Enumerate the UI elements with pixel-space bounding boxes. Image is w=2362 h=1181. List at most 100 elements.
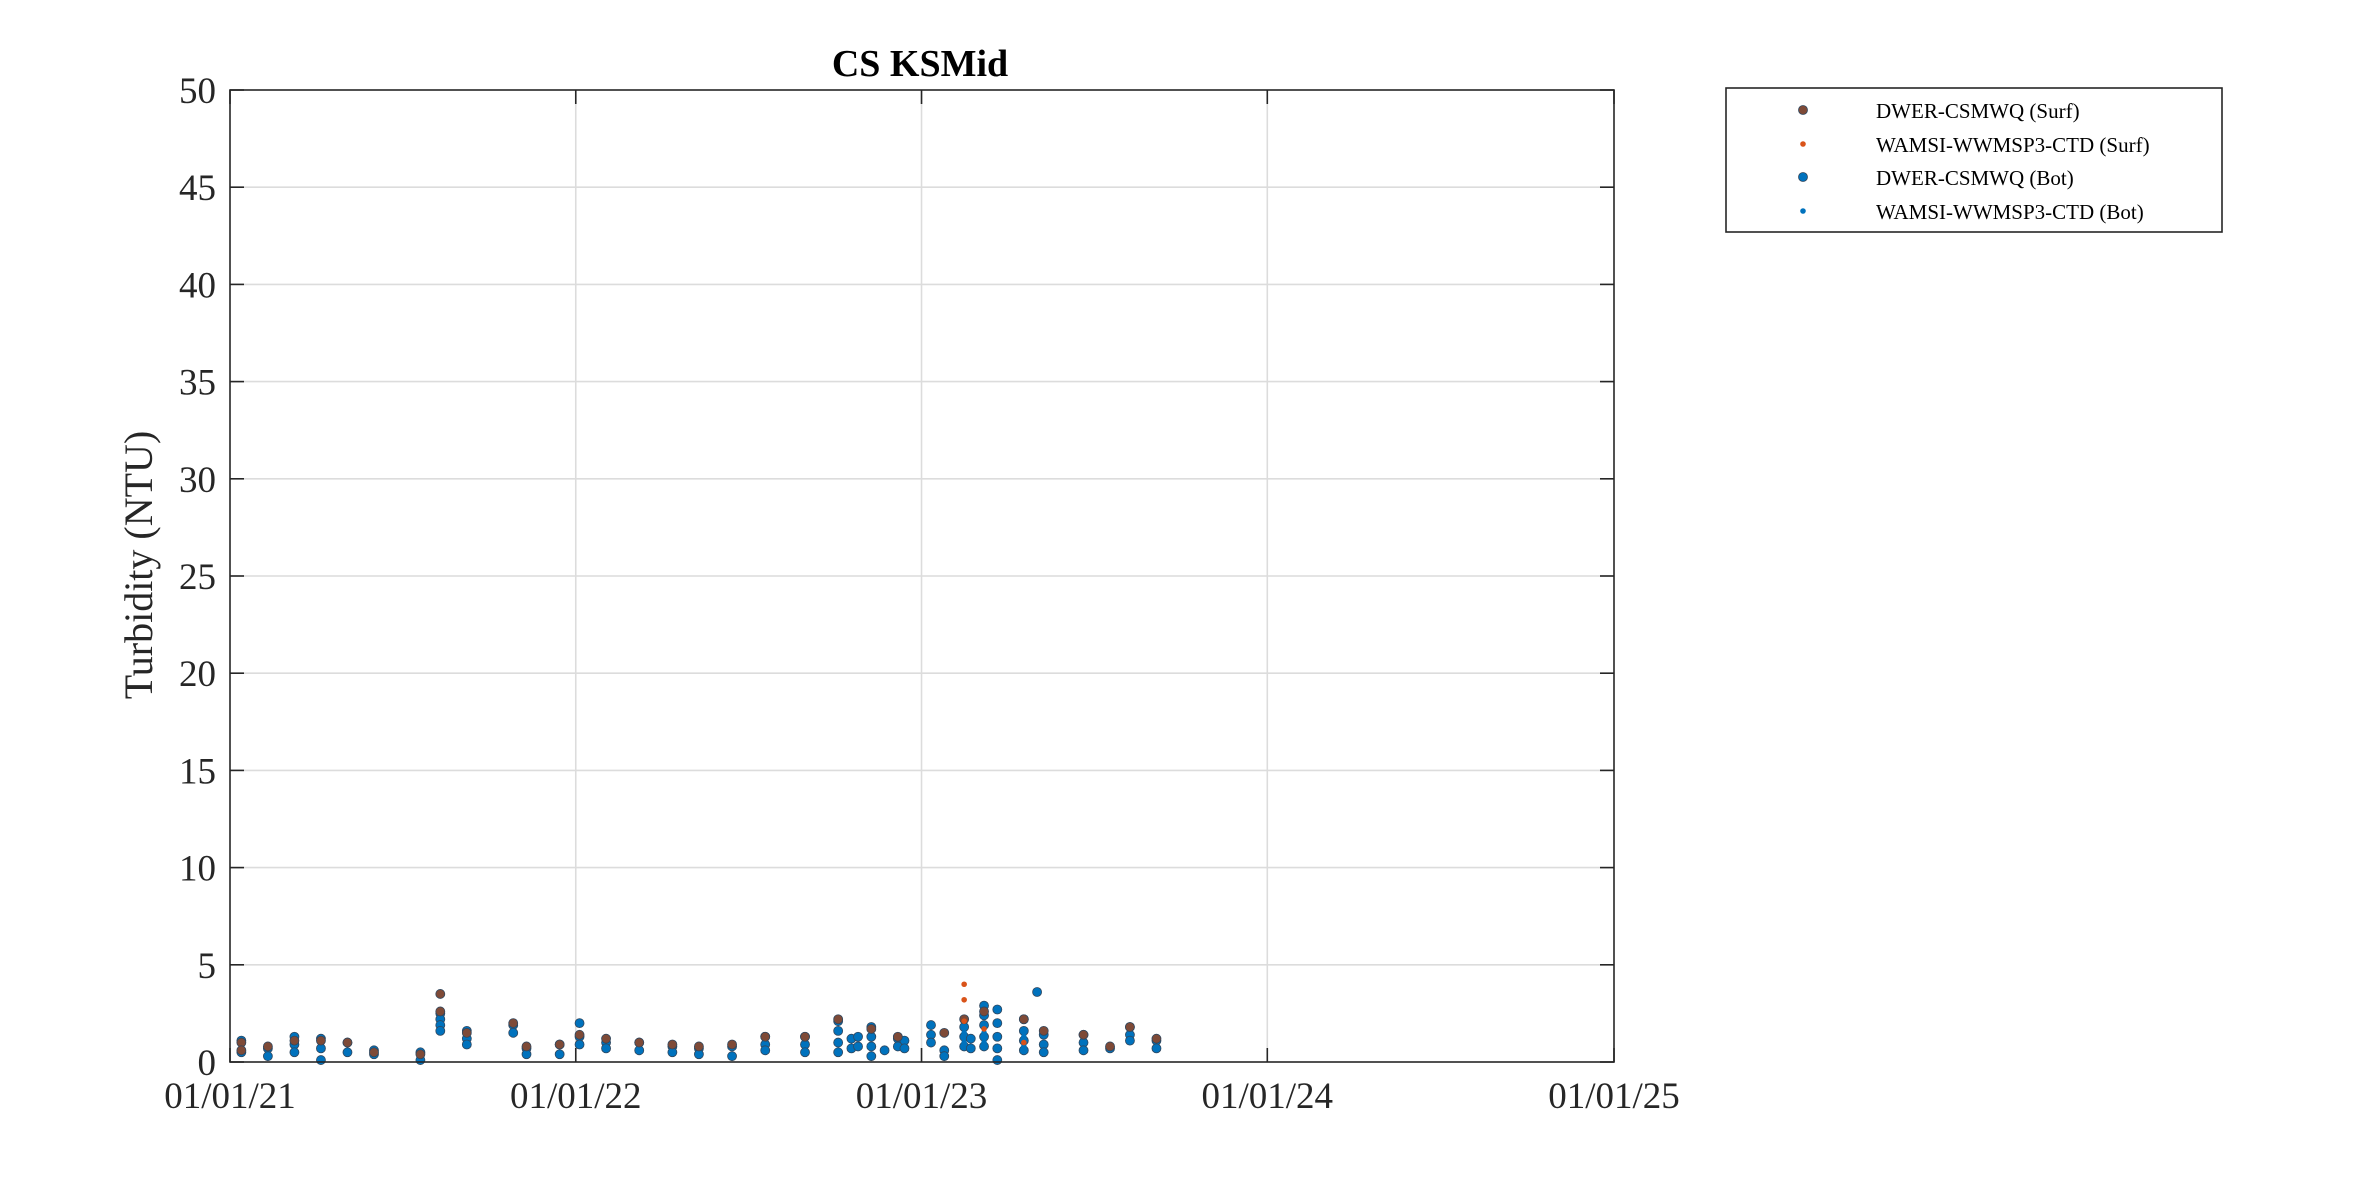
data-point — [554, 1049, 565, 1060]
data-point — [939, 1051, 950, 1062]
data-point — [760, 1031, 771, 1042]
data-point — [508, 1018, 519, 1029]
data-point — [1032, 987, 1042, 997]
data-point — [1021, 1043, 1027, 1050]
gridlines — [230, 90, 1614, 1062]
legend-box — [1725, 87, 2223, 233]
legend-marker-dwer-surf — [1798, 105, 1808, 115]
data-point — [342, 1047, 353, 1058]
y-tick-label: 35 — [179, 363, 216, 404]
data-point — [415, 1049, 426, 1060]
data-point — [461, 1039, 472, 1050]
data-point — [289, 1035, 300, 1046]
data-point — [508, 1027, 519, 1038]
y-tick-label: 15 — [179, 751, 216, 792]
legend-label-dwer-surf: DWER-CSMWQ (Surf) — [1876, 99, 2080, 123]
data-point — [866, 1041, 877, 1052]
data-point — [833, 1037, 844, 1048]
data-point — [694, 1041, 704, 1052]
data-point — [892, 1031, 903, 1042]
data-point — [667, 1039, 678, 1050]
data-point — [926, 1037, 936, 1048]
data-point — [981, 1039, 987, 1046]
x-tick-label: 01/01/21 — [164, 1076, 296, 1117]
data-point — [853, 1041, 863, 1052]
data-point — [979, 1006, 989, 1017]
data-point — [961, 1039, 967, 1046]
y-tick-label: 40 — [179, 265, 216, 306]
data-point — [853, 1031, 863, 1042]
data-point — [1038, 1025, 1049, 1036]
y-tick-label: 25 — [179, 557, 216, 598]
x-tick-label: 01/01/25 — [1548, 1076, 1680, 1117]
data-point — [601, 1033, 611, 1044]
data-point — [992, 1031, 1003, 1042]
legend-label-wamsi-surf: WAMSI-WWMSP3-CTD (Surf) — [1876, 133, 2150, 157]
data-point — [800, 1031, 810, 1042]
plot-frame — [229, 89, 1615, 1063]
y-tick-label: 30 — [179, 460, 216, 501]
data-point — [369, 1047, 379, 1058]
legend-label-dwer-bot: DWER-CSMWQ (Bot) — [1876, 166, 2074, 190]
data-point — [961, 1018, 967, 1024]
data-point — [601, 1043, 611, 1054]
data-point — [961, 996, 967, 1003]
data-point — [992, 1004, 1003, 1015]
y-tick-labels: 0 5 10 15 20 25 30 35 40 45 50 — [179, 71, 216, 1084]
y-tick-label: 20 — [179, 654, 216, 695]
data-points — [236, 981, 1162, 1065]
data-point — [961, 1030, 967, 1036]
legend-label-wamsi-bot: WAMSI-WWMSP3-CTD (Bot) — [1876, 200, 2144, 224]
data-point — [1021, 1033, 1027, 1040]
data-point — [961, 981, 967, 988]
data-point — [1125, 1022, 1135, 1032]
data-point — [1018, 1014, 1029, 1025]
data-point — [435, 1025, 446, 1036]
data-point — [1021, 1039, 1027, 1046]
y-tick-label: 50 — [179, 71, 216, 112]
data-point — [833, 1014, 844, 1025]
data-point — [981, 1030, 987, 1036]
chart-title: CS KSMid — [832, 43, 1008, 85]
y-tick-label: 45 — [179, 168, 216, 209]
data-point — [435, 989, 446, 999]
data-point — [262, 1051, 273, 1062]
data-point — [992, 1055, 1003, 1065]
y-axis-label: Turbidity (NTU) — [116, 431, 161, 700]
data-point — [1125, 1035, 1135, 1046]
data-point — [760, 1045, 771, 1056]
legend-marker-wamsi-bot — [1800, 208, 1806, 214]
data-point — [1078, 1029, 1089, 1040]
x-tick-labels: 01/01/21 01/01/22 01/01/23 01/01/24 01/01/25 — [164, 1076, 1680, 1117]
data-point — [899, 1043, 910, 1054]
data-point — [574, 1018, 585, 1029]
data-point — [342, 1037, 353, 1048]
data-point — [879, 1045, 890, 1056]
data-point — [926, 1020, 936, 1030]
data-point — [1038, 1047, 1049, 1058]
data-point — [289, 1047, 300, 1058]
y-tick-label: 5 — [198, 946, 217, 987]
y-tick-label: 10 — [179, 849, 216, 890]
legend-marker-dwer-bot — [1798, 172, 1808, 182]
x-tick-label: 01/01/22 — [510, 1076, 642, 1117]
x-tick-label: 01/01/24 — [1202, 1076, 1334, 1117]
data-point — [727, 1051, 737, 1062]
data-point — [992, 1043, 1003, 1054]
data-point — [262, 1041, 273, 1052]
data-point — [574, 1039, 585, 1050]
data-point — [866, 1051, 877, 1062]
data-point — [574, 1029, 585, 1040]
data-point — [965, 1033, 976, 1044]
data-point — [866, 1024, 877, 1034]
data-point — [1151, 1043, 1162, 1054]
data-point — [992, 1018, 1003, 1029]
data-point — [939, 1027, 950, 1038]
data-point — [521, 1041, 532, 1052]
data-point — [1105, 1041, 1115, 1052]
data-point — [1078, 1045, 1089, 1056]
data-point — [833, 1025, 844, 1036]
data-point — [236, 1045, 247, 1056]
data-point — [316, 1055, 326, 1065]
